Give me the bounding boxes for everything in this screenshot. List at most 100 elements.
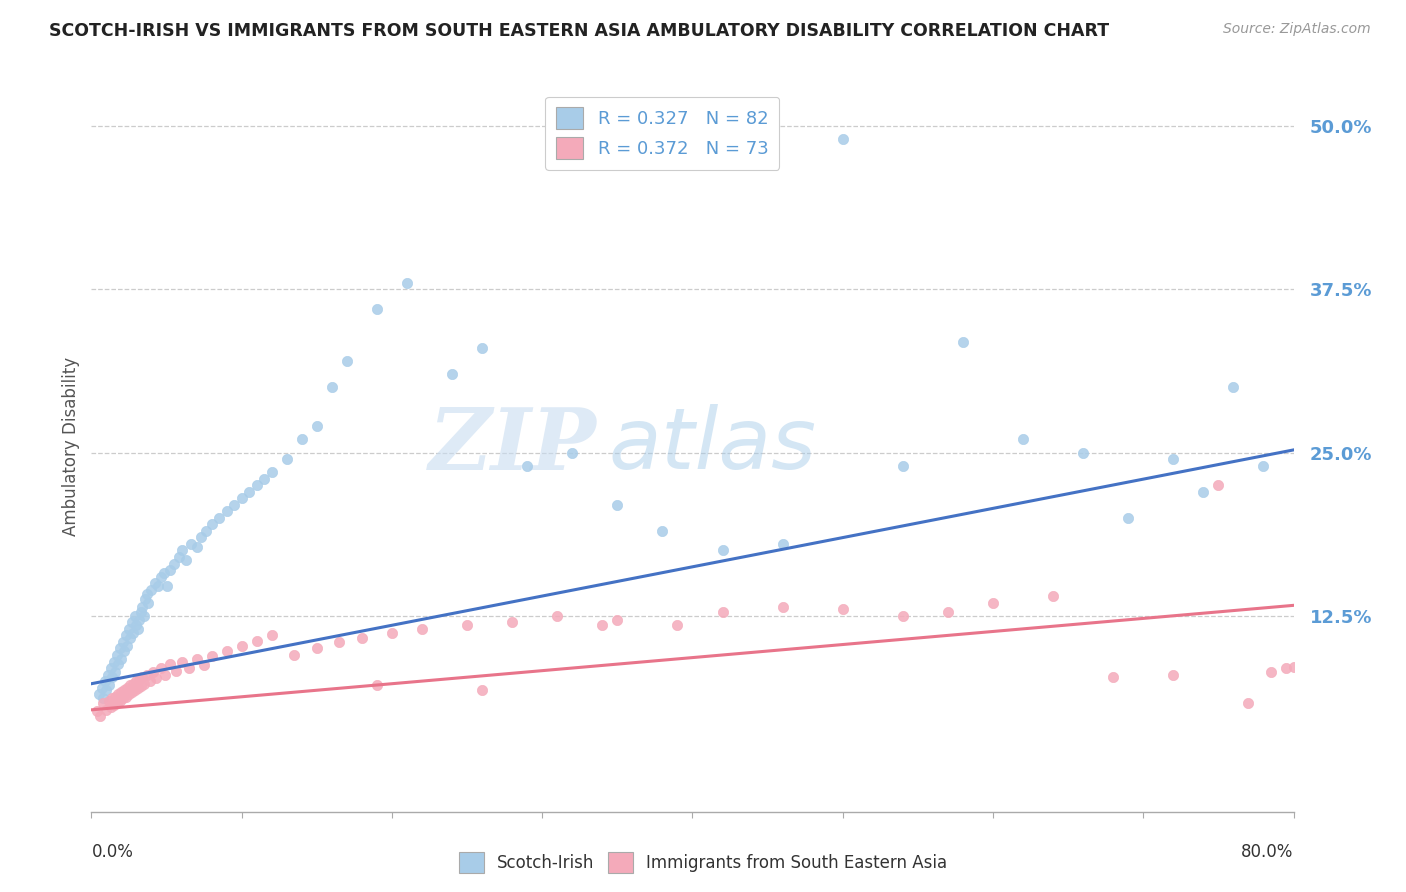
Point bbox=[305, 641, 328, 656]
Point bbox=[143, 576, 166, 591]
Point bbox=[1102, 670, 1125, 684]
Point bbox=[591, 618, 613, 632]
Point bbox=[145, 672, 167, 686]
Point bbox=[117, 639, 139, 653]
Point bbox=[165, 664, 187, 678]
Point bbox=[128, 673, 150, 687]
Text: 80.0%: 80.0% bbox=[1241, 843, 1294, 861]
Point bbox=[186, 540, 208, 554]
Point bbox=[291, 433, 314, 447]
Point bbox=[891, 608, 914, 623]
Point bbox=[606, 613, 628, 627]
Point bbox=[1042, 589, 1064, 603]
Point bbox=[120, 678, 142, 692]
Point bbox=[87, 687, 110, 701]
Point bbox=[651, 524, 673, 538]
Point bbox=[366, 301, 388, 316]
Point bbox=[122, 676, 145, 690]
Point bbox=[141, 582, 163, 597]
Point bbox=[132, 676, 155, 690]
Point bbox=[260, 465, 283, 479]
Point bbox=[90, 681, 112, 695]
Point bbox=[1192, 484, 1215, 499]
Point bbox=[238, 484, 260, 499]
Point bbox=[711, 543, 734, 558]
Point bbox=[366, 678, 388, 692]
Point bbox=[194, 524, 217, 538]
Point bbox=[1161, 667, 1184, 681]
Point bbox=[94, 674, 117, 689]
Point bbox=[115, 628, 138, 642]
Point bbox=[208, 511, 231, 525]
Point bbox=[111, 691, 134, 706]
Point bbox=[101, 670, 124, 684]
Point bbox=[246, 478, 269, 492]
Point bbox=[772, 537, 794, 551]
Point bbox=[155, 579, 177, 593]
Point bbox=[411, 622, 433, 636]
Text: 0.0%: 0.0% bbox=[91, 843, 134, 861]
Point bbox=[440, 367, 463, 381]
Point bbox=[152, 566, 174, 580]
Point bbox=[107, 657, 129, 672]
Point bbox=[276, 452, 298, 467]
Point bbox=[124, 683, 146, 698]
Point bbox=[97, 667, 120, 681]
Point bbox=[149, 569, 172, 583]
Point bbox=[108, 641, 131, 656]
Point bbox=[1275, 661, 1298, 675]
Point bbox=[1222, 380, 1244, 394]
Point bbox=[180, 537, 202, 551]
Point bbox=[170, 655, 193, 669]
Point bbox=[101, 691, 124, 706]
Point bbox=[831, 132, 853, 146]
Point bbox=[104, 690, 127, 704]
Legend: R = 0.327   N = 82, R = 0.372   N = 73: R = 0.327 N = 82, R = 0.372 N = 73 bbox=[546, 96, 779, 169]
Point bbox=[471, 683, 494, 698]
Point bbox=[142, 665, 165, 679]
Point bbox=[936, 605, 959, 619]
Point bbox=[1012, 433, 1035, 447]
Point bbox=[666, 618, 689, 632]
Point bbox=[128, 613, 150, 627]
Point bbox=[831, 602, 853, 616]
Point bbox=[159, 657, 181, 672]
Point bbox=[891, 458, 914, 473]
Point bbox=[381, 625, 404, 640]
Point bbox=[121, 615, 143, 630]
Point bbox=[129, 679, 152, 693]
Point bbox=[501, 615, 523, 630]
Point bbox=[93, 691, 115, 706]
Point bbox=[118, 687, 141, 701]
Point bbox=[120, 631, 142, 645]
Point bbox=[127, 622, 149, 636]
Point bbox=[1282, 659, 1305, 673]
Point bbox=[1253, 458, 1275, 473]
Point bbox=[328, 635, 350, 649]
Point bbox=[159, 563, 181, 577]
Legend: Scotch-Irish, Immigrants from South Eastern Asia: Scotch-Irish, Immigrants from South East… bbox=[453, 846, 953, 880]
Point bbox=[246, 633, 269, 648]
Point bbox=[131, 670, 153, 684]
Point bbox=[1208, 478, 1230, 492]
Point bbox=[177, 661, 200, 675]
Point bbox=[606, 498, 628, 512]
Point bbox=[110, 684, 132, 698]
Text: Source: ZipAtlas.com: Source: ZipAtlas.com bbox=[1223, 22, 1371, 37]
Point bbox=[395, 276, 418, 290]
Point bbox=[118, 622, 141, 636]
Point bbox=[117, 681, 139, 695]
Point bbox=[103, 655, 125, 669]
Point bbox=[516, 458, 538, 473]
Point bbox=[1116, 511, 1139, 525]
Point bbox=[321, 380, 343, 394]
Point bbox=[350, 631, 373, 645]
Point bbox=[153, 667, 176, 681]
Point bbox=[224, 498, 246, 512]
Point bbox=[129, 605, 152, 619]
Point bbox=[283, 648, 305, 662]
Point bbox=[93, 696, 115, 710]
Point bbox=[163, 557, 186, 571]
Point bbox=[114, 644, 136, 658]
Point bbox=[121, 684, 143, 698]
